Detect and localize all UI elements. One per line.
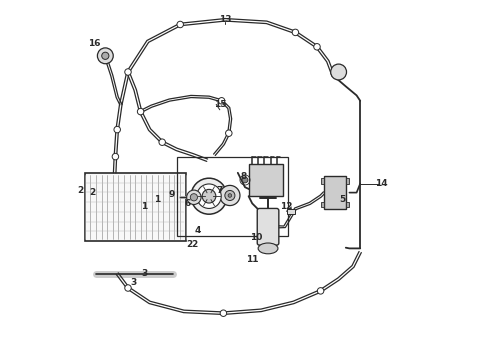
Text: 2: 2: [89, 188, 95, 197]
Circle shape: [137, 108, 144, 115]
Circle shape: [220, 185, 240, 206]
Bar: [324, 176, 346, 209]
Text: 2: 2: [191, 240, 197, 248]
Text: 2: 2: [186, 240, 192, 249]
Text: 6: 6: [184, 199, 191, 208]
Circle shape: [202, 189, 216, 203]
Circle shape: [219, 98, 225, 104]
Text: 12: 12: [280, 202, 293, 211]
Text: 15: 15: [214, 100, 226, 109]
FancyBboxPatch shape: [257, 208, 279, 245]
Text: 2: 2: [77, 186, 84, 195]
Text: 8: 8: [240, 172, 246, 181]
Circle shape: [331, 64, 346, 80]
Bar: [320, 178, 324, 184]
Circle shape: [112, 153, 119, 160]
Bar: [346, 178, 349, 184]
Text: 4: 4: [195, 226, 201, 235]
Text: 14: 14: [375, 179, 388, 188]
Text: 1: 1: [141, 202, 147, 211]
Circle shape: [225, 130, 232, 136]
Text: 3: 3: [141, 269, 147, 278]
Circle shape: [292, 29, 298, 36]
Text: 11: 11: [246, 255, 258, 264]
Text: 1: 1: [154, 195, 160, 204]
Bar: [85, 173, 186, 241]
Circle shape: [228, 194, 232, 197]
Circle shape: [114, 126, 121, 133]
Circle shape: [98, 48, 113, 64]
Circle shape: [220, 310, 227, 316]
Circle shape: [187, 190, 201, 204]
Ellipse shape: [258, 243, 278, 254]
Text: 9: 9: [168, 190, 174, 199]
Text: 16: 16: [88, 39, 100, 48]
Bar: [176, 157, 288, 236]
Circle shape: [125, 69, 131, 75]
Bar: [346, 202, 349, 207]
Circle shape: [225, 190, 235, 201]
Circle shape: [197, 184, 221, 208]
Circle shape: [318, 288, 324, 294]
Text: 10: 10: [249, 233, 262, 242]
Circle shape: [177, 21, 183, 28]
Bar: [248, 164, 283, 196]
Circle shape: [314, 44, 320, 50]
Circle shape: [159, 139, 166, 145]
Circle shape: [102, 52, 109, 59]
Text: 3: 3: [130, 278, 137, 287]
Circle shape: [191, 178, 227, 214]
Circle shape: [125, 285, 131, 291]
Circle shape: [242, 177, 248, 183]
Circle shape: [190, 194, 197, 201]
Text: 7: 7: [217, 186, 223, 195]
Text: 13: 13: [219, 15, 231, 24]
Bar: [320, 202, 324, 207]
Bar: [288, 209, 295, 214]
Text: 5: 5: [339, 195, 345, 204]
